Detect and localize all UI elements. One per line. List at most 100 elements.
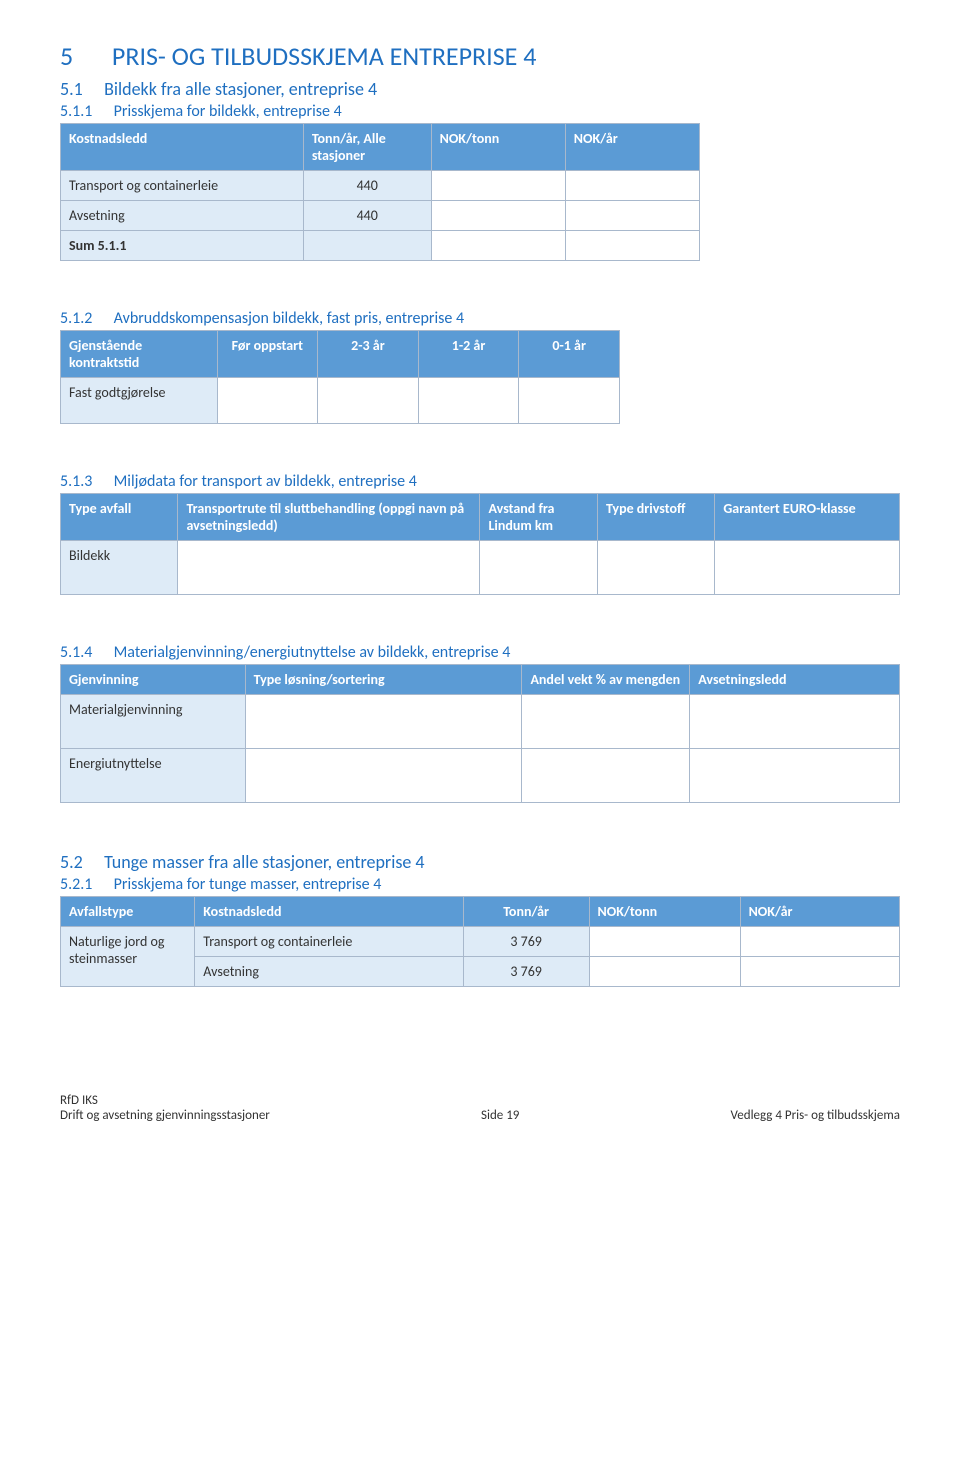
table-511: Kostnadsledd Tonn/år, Alle stasjoner NOK… (60, 123, 700, 261)
col-typeavfall: Type avfall (61, 494, 178, 541)
table-514: Gjenvinning Type løsning/sortering Andel… (60, 664, 900, 803)
cell-empty (589, 957, 740, 987)
section-521-heading: 5.2.1 Prisskjema for tunge masser, entre… (60, 875, 900, 894)
page-footer: RfD IKS Drift og avsetning gjenvinningss… (60, 1093, 900, 1123)
cell-label: Materialgjenvinning (61, 695, 246, 749)
cell-value: 440 (303, 171, 431, 201)
table-row: Energiutnyttelse (61, 749, 900, 803)
cell-empty (589, 927, 740, 957)
section-5-num: 5 (60, 40, 106, 72)
cell-sum-label: Sum 5.1.1 (61, 231, 304, 261)
table-row: Sum 5.1.1 (61, 231, 700, 261)
cell-empty (217, 378, 318, 424)
footer-left-line2: Drift og avsetning gjenvinningsstasjoner (60, 1108, 270, 1123)
cell-label: Avsetning (61, 201, 304, 231)
cell-empty (565, 171, 699, 201)
cell-empty (690, 749, 900, 803)
table-header-row: Type avfall Transportrute til sluttbehan… (61, 494, 900, 541)
footer-left-line1: RfD IKS (60, 1093, 270, 1108)
cell-empty (245, 695, 522, 749)
col-avsetningsledd: Avsetningsledd (690, 665, 900, 695)
section-51-num: 5.1 (60, 78, 100, 100)
col-01: 0-1 år (519, 331, 620, 378)
table-header-row: Gjenstående kontraktstid Før oppstart 2-… (61, 331, 620, 378)
cell-empty (303, 231, 431, 261)
table-row: Materialgjenvinning (61, 695, 900, 749)
cell-empty (245, 749, 522, 803)
cell-empty (519, 378, 620, 424)
cell-empty (178, 541, 480, 595)
col-kostnadsledd: Kostnadsledd (61, 124, 304, 171)
section-521-title: Prisskjema for tunge masser, entreprise … (114, 875, 382, 894)
section-512-heading: 5.1.2 Avbruddskompensasjon bildekk, fast… (60, 309, 900, 328)
section-52-heading: 5.2 Tunge masser fra alle stasjoner, ent… (60, 851, 900, 873)
footer-right: Vedlegg 4 Pris- og tilbudsskjema (731, 1108, 900, 1123)
cell-value: 440 (303, 201, 431, 231)
cell-empty (431, 201, 565, 231)
section-514-title: Materialgjenvinning/energiutnyttelse av … (114, 643, 511, 662)
cell-empty (690, 695, 900, 749)
col-tonn: Tonn/år, Alle stasjoner (303, 124, 431, 171)
cell-empty (480, 541, 597, 595)
cell-empty (522, 749, 690, 803)
section-511-heading: 5.1.1 Prisskjema for bildekk, entreprise… (60, 102, 900, 121)
col-23: 2-3 år (318, 331, 419, 378)
section-52-num: 5.2 (60, 851, 100, 873)
col-andel: Andel vekt % av mengden (522, 665, 690, 695)
col-gjenstaende: Gjenstående kontraktstid (61, 331, 218, 378)
col-euro: Garantert EURO-klasse (715, 494, 900, 541)
cell-empty (715, 541, 900, 595)
section-513-heading: 5.1.3 Miljødata for transport av bildekk… (60, 472, 900, 491)
cell-empty (740, 927, 899, 957)
cell-label: Transport og containerleie (61, 171, 304, 201)
cell-empty (318, 378, 419, 424)
cell-empty (597, 541, 714, 595)
table-row: Bildekk (61, 541, 900, 595)
table-513: Type avfall Transportrute til sluttbehan… (60, 493, 900, 595)
cell-empty (522, 695, 690, 749)
col-12: 1-2 år (418, 331, 519, 378)
cell-empty (431, 231, 565, 261)
section-521-num: 5.2.1 (60, 875, 110, 894)
table-521: Avfallstype Kostnadsledd Tonn/år NOK/ton… (60, 896, 900, 987)
table-header-row: Kostnadsledd Tonn/år, Alle stasjoner NOK… (61, 124, 700, 171)
col-noktonn: NOK/tonn (431, 124, 565, 171)
section-512-num: 5.1.2 (60, 309, 110, 328)
cell-kostnadsledd: Avsetning (195, 957, 463, 987)
cell-empty (740, 957, 899, 987)
col-avfallstype: Avfallstype (61, 897, 195, 927)
table-row: Fast godtgjørelse (61, 378, 620, 424)
section-5-title: PRIS- OG TILBUDSSKJEMA ENTREPRISE 4 (112, 40, 537, 72)
table-row: Naturlige jord og steinmasser Transport … (61, 927, 900, 957)
cell-empty (565, 231, 699, 261)
col-avstand: Avstand fra Lindum km (480, 494, 597, 541)
table-row: Avsetning 440 (61, 201, 700, 231)
section-513-title: Miljødata for transport av bildekk, entr… (114, 472, 417, 491)
section-51-heading: 5.1 Bildekk fra alle stasjoner, entrepri… (60, 78, 900, 100)
col-tonn: Tonn/år (463, 897, 589, 927)
col-losning: Type løsning/sortering (245, 665, 522, 695)
col-noktonn: NOK/tonn (589, 897, 740, 927)
section-513-num: 5.1.3 (60, 472, 110, 491)
table-row: Transport og containerleie 440 (61, 171, 700, 201)
col-for: Før oppstart (217, 331, 318, 378)
cell-label: Energiutnyttelse (61, 749, 246, 803)
table-header-row: Avfallstype Kostnadsledd Tonn/år NOK/ton… (61, 897, 900, 927)
section-511-num: 5.1.1 (60, 102, 110, 121)
cell-kostnadsledd: Transport og containerleie (195, 927, 463, 957)
col-nokar: NOK/år (565, 124, 699, 171)
footer-center: Side 19 (481, 1108, 519, 1123)
section-512-title: Avbruddskompensasjon bildekk, fast pris,… (114, 309, 464, 328)
section-51-title: Bildekk fra alle stasjoner, entreprise 4 (104, 78, 377, 100)
col-kostnadsledd: Kostnadsledd (195, 897, 463, 927)
cell-label: Fast godtgjørelse (61, 378, 218, 424)
section-5-heading: 5 PRIS- OG TILBUDSSKJEMA ENTREPRISE 4 (60, 40, 900, 72)
cell-tonn: 3 769 (463, 927, 589, 957)
footer-left: RfD IKS Drift og avsetning gjenvinningss… (60, 1093, 270, 1123)
table-header-row: Gjenvinning Type løsning/sortering Andel… (61, 665, 900, 695)
section-511-title: Prisskjema for bildekk, entreprise 4 (114, 102, 342, 121)
cell-tonn: 3 769 (463, 957, 589, 987)
cell-empty (418, 378, 519, 424)
section-52-title: Tunge masser fra alle stasjoner, entrepr… (104, 851, 424, 873)
cell-empty (565, 201, 699, 231)
